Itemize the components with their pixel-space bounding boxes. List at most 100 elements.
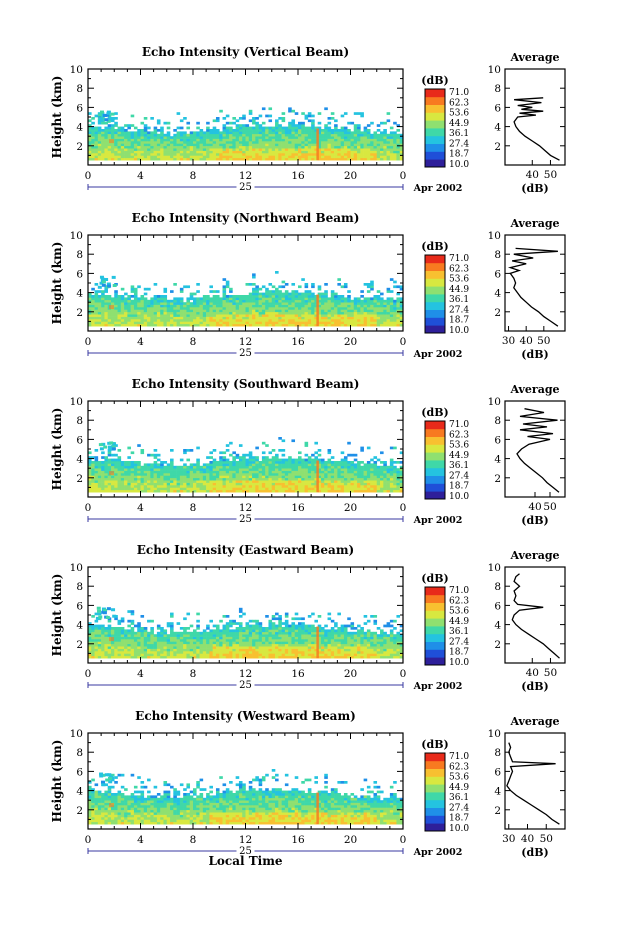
heatmap-cell — [176, 323, 181, 327]
heatmap-cell — [189, 145, 194, 149]
heatmap-cell — [156, 299, 161, 303]
heatmap-cell — [91, 624, 95, 628]
heatmap-cell — [183, 487, 187, 491]
heatmap-cell — [268, 131, 273, 135]
heatmap-cell — [104, 316, 108, 320]
heatmap-cell — [278, 475, 282, 479]
heatmap-cell — [225, 157, 230, 161]
heatmap-cell — [366, 283, 371, 286]
heatmap-cell — [117, 473, 122, 476]
heatmap-cell — [219, 487, 223, 491]
heatmap-cell — [294, 463, 299, 467]
heatmap-cell — [317, 112, 322, 115]
heatmap-cell — [111, 445, 116, 449]
heatmap-cell — [320, 136, 325, 139]
heatmap-cell — [380, 489, 384, 493]
x-tick-label: 12 — [239, 336, 252, 348]
profile-x-label: (dB) — [521, 182, 548, 195]
heatmap-cell — [186, 470, 191, 474]
heatmap-cell — [294, 153, 299, 156]
heatmap-cell — [245, 299, 250, 303]
heatmap-cell — [153, 157, 158, 161]
heatmap-cell — [107, 461, 112, 464]
heatmap-cell — [330, 311, 335, 315]
heatmap-cell — [320, 304, 325, 308]
heatmap-cell — [294, 290, 299, 293]
heatmap-cell — [117, 627, 122, 630]
heatmap-cell — [97, 639, 102, 642]
heatmap-cell — [393, 470, 397, 474]
heatmap-cell — [327, 136, 332, 139]
heatmap-cell — [219, 463, 223, 467]
heatmap-cell — [150, 627, 154, 630]
x-tick-label: 4 — [137, 336, 144, 348]
heatmap-cell — [120, 299, 125, 303]
heatmap-cell — [222, 129, 227, 132]
heatmap-cell — [199, 487, 204, 491]
heatmap-cell — [314, 309, 318, 313]
heatmap-cell — [97, 136, 102, 139]
heatmap-cell — [396, 468, 401, 471]
heatmap-cell — [112, 284, 117, 288]
heatmap-cell — [330, 292, 335, 296]
heatmap-cell — [104, 304, 108, 308]
heatmap-cell — [173, 141, 177, 144]
heatmap-cell — [173, 133, 177, 137]
profile-x-tick-label: 40 — [519, 335, 532, 347]
profile-line — [516, 408, 560, 493]
heatmap-cell — [101, 302, 105, 305]
heatmap-cell — [133, 653, 138, 657]
heatmap-cell — [324, 145, 328, 149]
heatmap-cell — [317, 121, 322, 125]
heatmap-cell — [183, 477, 187, 481]
heatmap-cell — [130, 133, 135, 137]
heatmap-cell — [265, 143, 269, 147]
heatmap-cell — [281, 280, 286, 284]
heatmap-cell — [166, 480, 171, 483]
heatmap-cell — [291, 465, 296, 469]
heatmap-cell — [278, 290, 282, 293]
heatmap-cell — [258, 299, 263, 303]
heatmap-cell — [307, 126, 312, 130]
heatmap-cell — [347, 150, 351, 154]
heatmap-cell — [304, 309, 309, 313]
heatmap-cell — [353, 124, 358, 127]
heatmap-cell — [347, 121, 351, 125]
heatmap-cell — [311, 311, 315, 315]
heatmap-cell — [88, 136, 92, 139]
heatmap-cell — [153, 643, 158, 647]
heatmap-cell — [232, 480, 236, 483]
heatmap-cell — [107, 641, 112, 645]
heatmap-cell — [153, 304, 158, 308]
heatmap-cell — [357, 482, 361, 486]
heatmap-cell — [245, 319, 250, 322]
heatmap-cell — [137, 482, 141, 486]
heatmap-cell — [147, 639, 151, 642]
heatmap-cell — [94, 292, 99, 296]
heatmap-cell — [176, 150, 181, 154]
heatmap-cell — [271, 316, 276, 320]
heatmap-cell — [143, 636, 148, 640]
heatmap-cell — [143, 653, 148, 657]
heatmap-cell — [143, 646, 148, 649]
heatmap-cell — [271, 473, 276, 476]
heatmap-cell — [271, 290, 276, 293]
heatmap-cell — [117, 477, 122, 481]
heatmap-cell — [383, 129, 387, 132]
heatmap-cell — [235, 119, 240, 123]
heatmap-cell — [357, 297, 361, 301]
heatmap-cell — [163, 153, 168, 156]
heatmap-cell — [209, 304, 213, 308]
heatmap-cell — [271, 482, 276, 486]
heatmap-cell — [156, 323, 161, 327]
heatmap-cell — [117, 475, 122, 479]
heatmap-cell — [353, 323, 358, 327]
heatmap-cell — [166, 482, 171, 486]
heatmap-cell — [294, 124, 299, 127]
heatmap-cell — [124, 143, 128, 147]
heatmap-cell — [252, 477, 256, 481]
heatmap-cell — [225, 321, 230, 325]
heatmap-cell — [176, 136, 181, 139]
heatmap-cell — [320, 485, 325, 488]
heatmap-cell — [330, 316, 335, 320]
